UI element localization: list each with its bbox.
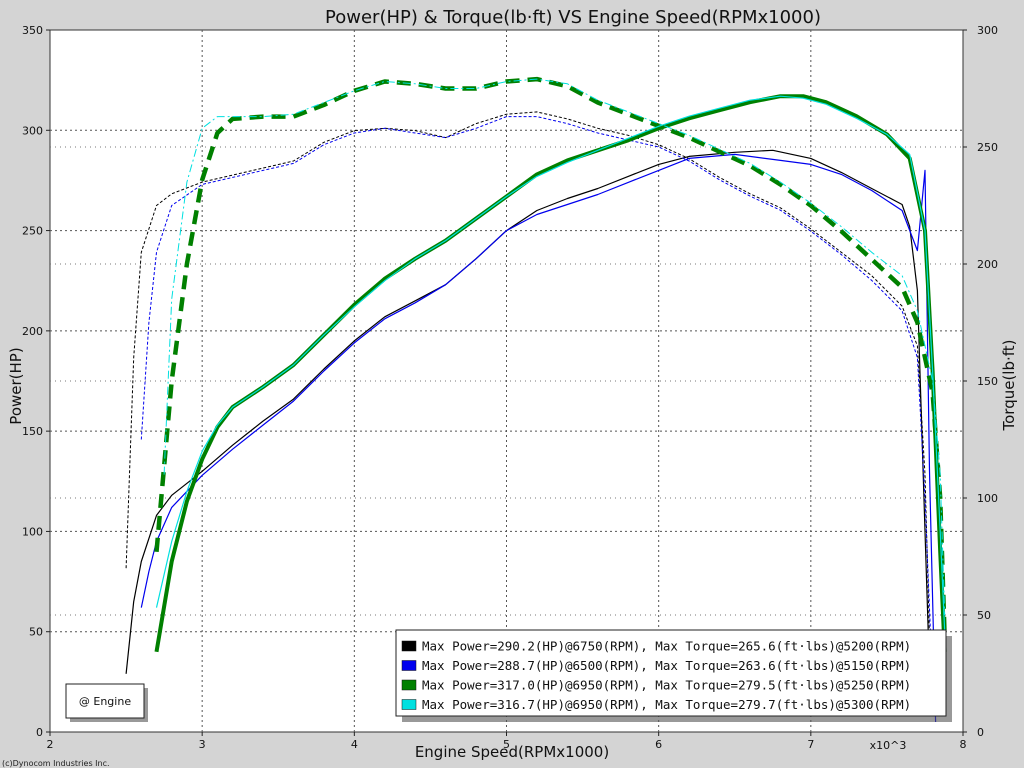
y-axis-title-right: Torque(lb·ft) bbox=[1000, 339, 1018, 431]
y-tick-label-right: 300 bbox=[977, 24, 998, 37]
y-tick-label-right: 250 bbox=[977, 141, 998, 154]
engine-box: @ Engine bbox=[65, 683, 148, 722]
legend-entry-1: Max Power=290.2(HP)@6750(RPM), Max Torqu… bbox=[422, 639, 911, 654]
y-tick-label-left: 200 bbox=[22, 325, 43, 338]
y-tick-label-right: 150 bbox=[977, 375, 998, 388]
chart-title: Power(HP) & Torque(lb·ft) VS Engine Spee… bbox=[325, 7, 821, 28]
y-tick-label-left: 100 bbox=[22, 525, 43, 538]
y-tick-label-left: 350 bbox=[22, 24, 43, 37]
x-tick-label: 5 bbox=[503, 738, 510, 751]
x-tick-label: 3 bbox=[199, 738, 206, 751]
y-tick-label-right: 0 bbox=[977, 726, 984, 739]
legend-entry-2: Max Power=288.7(HP)@6500(RPM), Max Torqu… bbox=[422, 658, 911, 673]
legend-swatch-1 bbox=[401, 640, 417, 652]
torque-line-4 bbox=[163, 78, 946, 616]
power-line-1 bbox=[125, 149, 931, 674]
x-multiplier-label: x10^3 bbox=[870, 739, 907, 752]
torque-line-3 bbox=[154, 76, 947, 639]
x-tick-label: 2 bbox=[47, 738, 54, 751]
power-line-4 bbox=[155, 95, 946, 632]
y-tick-label-left: 300 bbox=[22, 124, 43, 137]
x-tick-label: 6 bbox=[655, 738, 662, 751]
y-tick-label-right: 50 bbox=[977, 609, 991, 622]
torque-line-2 bbox=[140, 116, 934, 686]
legend-entry-4: Max Power=316.7(HP)@6950(RPM), Max Torqu… bbox=[422, 697, 911, 712]
x-axis-title: Engine Speed(RPMx1000) bbox=[415, 743, 609, 761]
legend-swatch-3 bbox=[401, 679, 417, 691]
y-tick-label-left: 0 bbox=[36, 726, 43, 739]
x-tick-label: 8 bbox=[960, 738, 967, 751]
y-axis-title-left: Power(HP) bbox=[7, 347, 25, 424]
legend-entry-3: Max Power=317.0(HP)@6950(RPM), Max Torqu… bbox=[422, 678, 911, 693]
y-tick-label-left: 250 bbox=[22, 225, 43, 238]
x-tick-label: 7 bbox=[807, 738, 814, 751]
torque-line-1 bbox=[125, 111, 930, 639]
series-layer bbox=[125, 76, 947, 723]
x-tick-label: 4 bbox=[351, 738, 358, 751]
legend-swatch-4 bbox=[401, 699, 417, 710]
y-tick-label-left: 150 bbox=[22, 425, 43, 438]
y-tick-label-left: 50 bbox=[29, 626, 43, 639]
y-tick-label-right: 100 bbox=[977, 492, 998, 505]
y-tick-label-right: 200 bbox=[977, 258, 998, 271]
legend: Max Power=290.2(HP)@6750(RPM), Max Torqu… bbox=[395, 629, 952, 722]
footer-copyright: (c)Dynocom Industries Inc. bbox=[2, 759, 110, 768]
engine-box-label: @ Engine bbox=[79, 695, 131, 708]
power-line-2 bbox=[140, 153, 937, 723]
legend-swatch-2 bbox=[401, 660, 417, 671]
